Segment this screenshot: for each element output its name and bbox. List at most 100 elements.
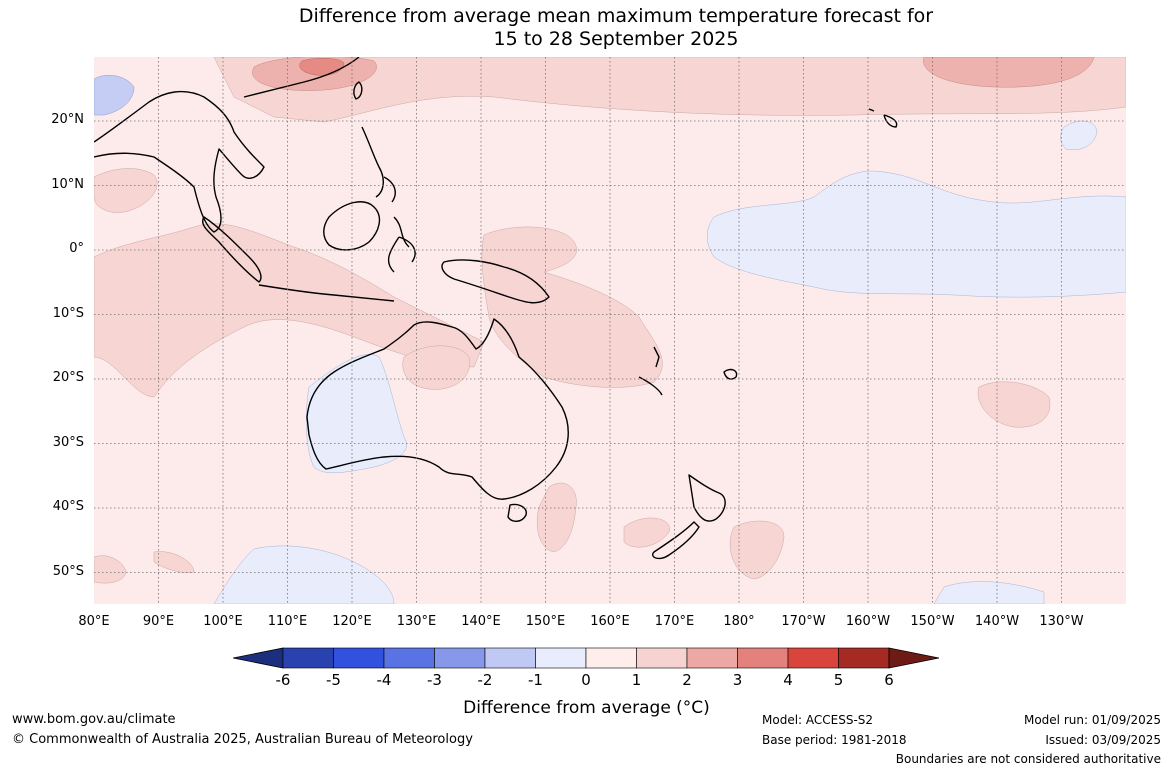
lon-label: 180°: [723, 614, 755, 629]
sulawesi-outline: [387, 216, 416, 273]
lon-label: 170°E: [654, 614, 695, 629]
lat-label: 40°S: [52, 499, 84, 514]
java-outline: [258, 284, 395, 302]
colorbar-label: Difference from average (°C): [463, 698, 710, 718]
colorbar-tick-label: 0: [581, 671, 591, 689]
map-svg: [94, 57, 1126, 604]
lon-label: 160°E: [590, 614, 630, 629]
lon-label: 140°W: [974, 614, 1020, 629]
lon-label: 130°W: [1039, 614, 1084, 629]
anomaly-region-neg1-0-ne: [1060, 120, 1098, 150]
graticule: [94, 57, 1126, 604]
colorbar-tick-label: -3: [427, 671, 442, 689]
chart-title-line-1: Difference from average mean maximum tem…: [298, 5, 934, 27]
colorbar-segment: [636, 647, 688, 669]
model-run-date: Model run: 01/09/2025: [1023, 713, 1161, 727]
colorbar-tick-label: -5: [326, 671, 341, 689]
anomaly-region-neg1-0-south: [213, 545, 395, 604]
lon-label: 130°E: [396, 614, 437, 629]
tasmania-outline: [507, 503, 527, 522]
lat-label: 0°: [69, 241, 84, 256]
anomaly-region-1-2-sw2: [153, 551, 195, 573]
forecast-map: [94, 57, 1126, 604]
boundary-disclaimer: Boundaries are not considered authoritat…: [895, 752, 1161, 766]
model-name: Model: ACCESS-S2: [762, 713, 874, 727]
anomaly-region-1-2-io: [94, 223, 485, 398]
colorbar-tick-label: -1: [528, 671, 543, 689]
new-zealand-south: [652, 521, 700, 560]
colorbar-tick-label: -6: [275, 671, 291, 689]
lon-label: 110°E: [267, 614, 308, 629]
lon-label: 170°W: [781, 614, 826, 629]
colorbar-segment: [737, 647, 789, 669]
website-url: www.bom.gov.au/climate: [12, 712, 176, 727]
colorbar-segment: [585, 647, 637, 669]
colorbar-segment: [383, 647, 435, 669]
colorbar-tick-label: 2: [682, 671, 692, 689]
anomaly-region-2-3-ne: [923, 57, 1095, 88]
copyright-notice: © Commonwealth of Australia 2025, Austra…: [12, 732, 473, 747]
new-caledonia-outline: [638, 376, 663, 396]
base-period: Base period: 1981-2018: [762, 733, 907, 747]
anomaly-region-1-2-nqld: [402, 345, 471, 390]
anomaly-region-1-2: [213, 57, 1126, 123]
colorbar-tick-label: 4: [783, 671, 793, 689]
colorbar-tick-label: 5: [833, 671, 844, 689]
issued-date: Issued: 03/09/2025: [1045, 733, 1161, 747]
fiji-outline: [723, 368, 738, 380]
lat-label: 30°S: [52, 435, 84, 450]
colorbar-cap-low: [233, 647, 284, 669]
colorbar-segment: [686, 647, 738, 669]
china-coast-outline: [243, 57, 360, 98]
anomaly-region-3-4: [299, 58, 345, 76]
philippines-outline: [361, 126, 396, 203]
colorbar-tick-label: 6: [884, 671, 894, 689]
coastlines: [94, 57, 898, 560]
borneo-outline: [323, 201, 381, 251]
colorbar-segment: [434, 647, 486, 669]
anomaly-region-1-2-nw: [94, 168, 158, 213]
taiwan-outline: [353, 81, 363, 100]
colorbar-segment: [333, 647, 385, 669]
anomaly-region-1-2-so: [623, 517, 670, 548]
colorbar-tick-label: 3: [732, 671, 743, 689]
anomaly-region-1-2-se: [977, 381, 1051, 428]
colorbar-tick-label: -2: [477, 671, 493, 689]
colorbar-segment: [282, 647, 334, 669]
anomaly-region-1-2-sw: [94, 555, 127, 584]
colorbar-segment: [787, 647, 839, 669]
lon-label: 160°W: [845, 614, 891, 629]
colorbar-segment: [535, 647, 587, 669]
anomaly-region-1-2-tasman: [536, 482, 577, 553]
lat-label: 50°S: [52, 564, 84, 579]
australia-outline: [306, 318, 569, 500]
anomaly-region-neg1-0-se: [933, 581, 1045, 604]
colorbar-cap-high: [888, 647, 939, 669]
colorbar-tick-label: 1: [631, 671, 642, 689]
anomaly-region-neg1-0-pacific: [707, 170, 1126, 298]
new-guinea-outline: [441, 259, 550, 304]
lon-label: 100°E: [203, 614, 243, 629]
lon-label: 140°E: [461, 614, 501, 629]
anomaly-region-1-2-so2: [729, 520, 785, 580]
anomaly-region-1-2-coral: [481, 226, 663, 388]
colorbar-tick-label: -4: [376, 671, 392, 689]
lat-label: 10°S: [52, 306, 84, 321]
lat-label: 20°N: [51, 112, 84, 127]
vanuatu-outline: [653, 346, 660, 368]
colorbar-segment: [838, 647, 890, 669]
colorbar: [233, 647, 939, 669]
lon-label: 90°E: [142, 614, 175, 629]
lon-label: 150°E: [525, 614, 566, 629]
lon-label: 150°W: [910, 614, 955, 629]
sumatra-outline: [202, 216, 262, 283]
lon-label: 120°E: [332, 614, 372, 629]
mainland-asia-outline: [94, 90, 265, 233]
colorbar-segment: [484, 647, 536, 669]
anomaly-region-neg1-0-nw: [94, 75, 135, 116]
new-zealand-north: [688, 474, 726, 522]
lat-label: 20°S: [52, 370, 84, 385]
lon-label: 80°E: [78, 614, 110, 629]
chart-title-line-2: 15 to 28 September 2025: [493, 28, 739, 50]
lat-label: 10°N: [51, 177, 84, 192]
